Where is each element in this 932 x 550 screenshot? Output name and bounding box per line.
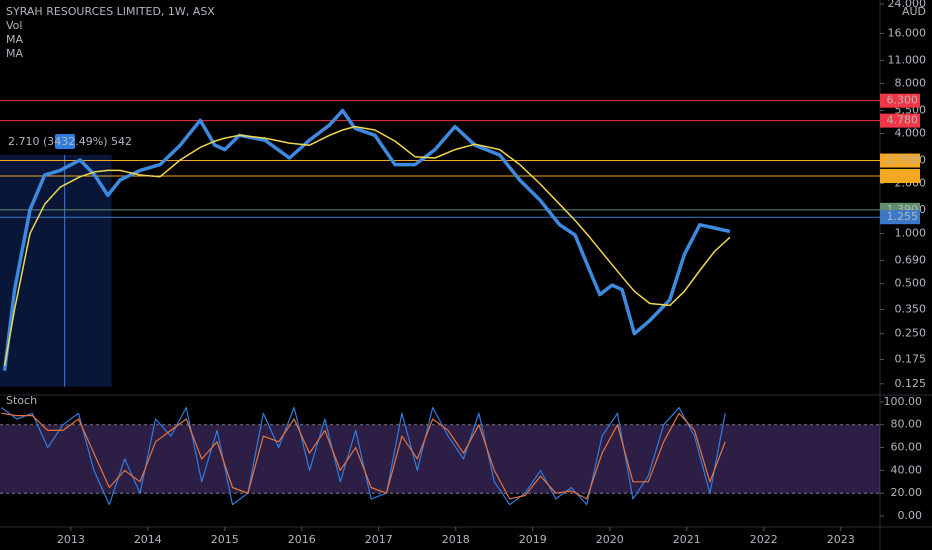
- series-line: [1, 412, 726, 500]
- level-badge: [880, 153, 920, 168]
- y-tick-label: 0.125: [895, 377, 927, 390]
- currency: AUD: [902, 5, 926, 18]
- series-line: [1, 407, 726, 506]
- level-badge: [880, 113, 920, 128]
- y-tick-label: 8.000: [895, 76, 927, 89]
- chart-title: SYRAH RESOURCES LIMITED, 1W, ASX: [6, 5, 215, 18]
- level-badge: [880, 210, 920, 225]
- y-tick-label: 0.00: [898, 509, 923, 522]
- legend-entry: MA: [6, 33, 23, 46]
- legend-entry: Vol: [6, 19, 22, 32]
- stoch-title: Stoch: [6, 394, 37, 407]
- x-tick-label: 2013: [57, 533, 85, 546]
- series-line: [2, 108, 731, 371]
- y-tick-label: 11.000: [888, 53, 927, 66]
- level-label: 2.750: [887, 154, 919, 167]
- y-tick-label: 60.00: [891, 441, 923, 454]
- level-badge: [880, 169, 920, 184]
- x-tick-label: 2016: [288, 533, 316, 546]
- x-tick-label: 2017: [365, 533, 393, 546]
- level-label: 1.255: [887, 210, 919, 223]
- stoch-band: [0, 424, 880, 494]
- annotation-badge: [55, 134, 75, 149]
- x-tick-label: 2015: [211, 533, 239, 546]
- x-tick-label: 2019: [519, 533, 547, 546]
- x-tick-label: 2022: [750, 533, 778, 546]
- x-tick-label: 2020: [596, 533, 624, 546]
- y-tick-label: 16.000: [888, 26, 927, 39]
- y-tick-label: 0.350: [895, 302, 927, 315]
- series-line: [3, 125, 731, 367]
- legend-entry: MA: [6, 47, 23, 60]
- x-tick-label: 2021: [673, 533, 701, 546]
- x-tick-label: 2014: [134, 533, 162, 546]
- y-tick-label: 20.00: [891, 486, 923, 499]
- y-tick-label: 40.00: [891, 463, 923, 476]
- y-tick-label: 0.690: [895, 253, 927, 266]
- y-tick-label: 80.00: [891, 418, 923, 431]
- y-tick-label: 24.000: [888, 0, 927, 10]
- level-label: 4.780: [887, 114, 919, 127]
- level-label: 6.300: [887, 94, 919, 107]
- y-tick-label: 0.175: [895, 352, 927, 365]
- y-tick-label: 0.500: [895, 277, 927, 290]
- annotation: 2.710 (3432.49%) 542: [8, 135, 132, 148]
- y-tick-label: 100.00: [884, 395, 923, 408]
- y-tick-label: 4.000: [895, 126, 927, 139]
- level-badge: [880, 93, 920, 108]
- x-tick-label: 2018: [442, 533, 470, 546]
- x-tick-label: 2023: [827, 533, 855, 546]
- y-tick-label: 1.000: [895, 227, 927, 240]
- y-tick-label: 0.250: [895, 327, 927, 340]
